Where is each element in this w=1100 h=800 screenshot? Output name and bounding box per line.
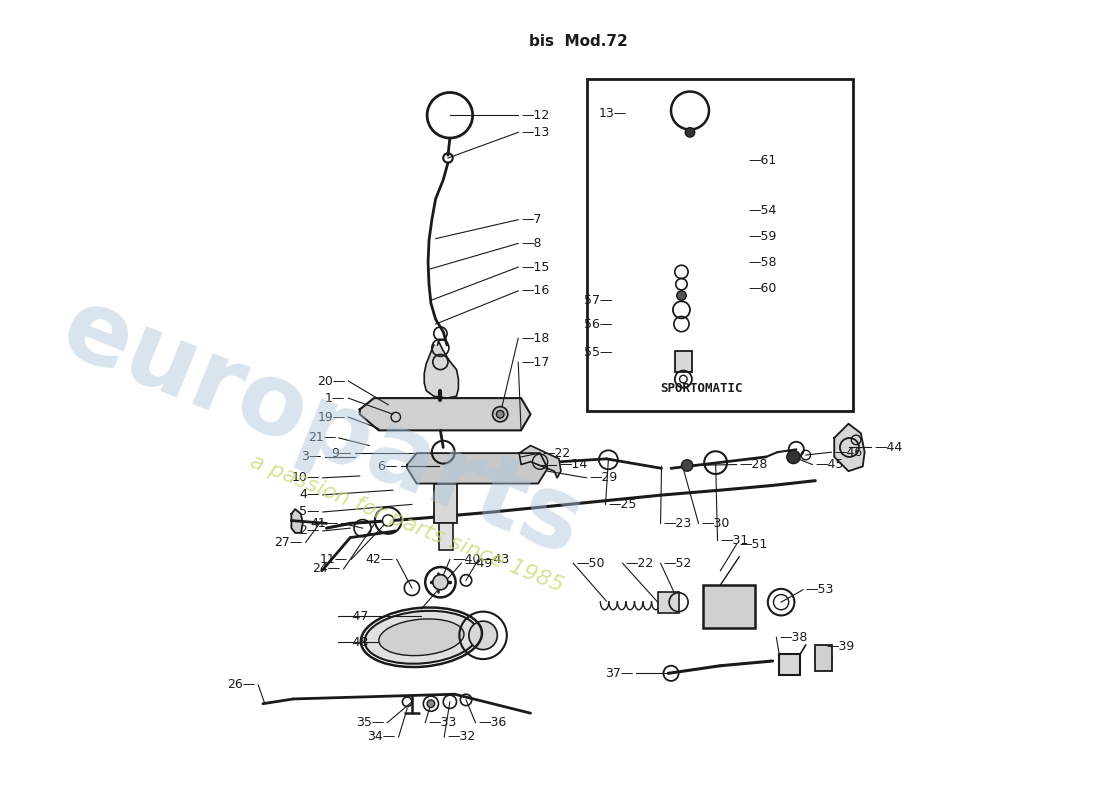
- Polygon shape: [407, 453, 548, 483]
- Text: —60: —60: [749, 282, 778, 294]
- Circle shape: [682, 460, 693, 471]
- Text: 10—: 10—: [292, 471, 320, 484]
- Text: —17: —17: [521, 355, 549, 369]
- Text: —32: —32: [447, 730, 475, 743]
- Text: —40: —40: [453, 553, 481, 566]
- Text: —45: —45: [815, 458, 844, 471]
- Text: —29: —29: [590, 471, 617, 484]
- Circle shape: [493, 406, 508, 422]
- Text: 26—: 26—: [227, 678, 255, 691]
- Text: 9—: 9—: [332, 446, 352, 460]
- Text: —25: —25: [608, 498, 637, 511]
- Text: 34—: 34—: [367, 730, 396, 743]
- Text: SPORTOMATIC: SPORTOMATIC: [660, 382, 743, 395]
- Text: —51: —51: [739, 538, 768, 550]
- Polygon shape: [834, 424, 865, 471]
- Text: —15: —15: [521, 261, 549, 274]
- Text: 56—: 56—: [584, 318, 613, 330]
- Text: 41—: 41—: [310, 517, 339, 530]
- Text: —8: —8: [521, 237, 541, 250]
- Circle shape: [432, 574, 448, 590]
- Text: 3—: 3—: [301, 450, 322, 463]
- Text: 35—: 35—: [356, 716, 384, 729]
- Text: —33: —33: [428, 716, 456, 729]
- Text: 1—: 1—: [326, 392, 345, 405]
- Text: —13: —13: [521, 126, 549, 139]
- Text: —22: —22: [626, 557, 653, 570]
- Text: 55—: 55—: [584, 346, 613, 359]
- Text: 37—: 37—: [605, 667, 634, 680]
- Text: —14: —14: [559, 458, 587, 471]
- Text: —61: —61: [749, 154, 777, 167]
- Text: —54: —54: [749, 204, 778, 217]
- Polygon shape: [360, 398, 530, 430]
- Text: 42—: 42—: [365, 553, 394, 566]
- Text: —12: —12: [521, 109, 549, 122]
- Circle shape: [496, 410, 504, 418]
- Text: —44: —44: [874, 441, 902, 454]
- Text: 19—: 19—: [317, 410, 345, 423]
- Text: —7: —7: [521, 213, 541, 226]
- Text: —31: —31: [720, 534, 749, 547]
- Text: 5—: 5—: [299, 506, 320, 518]
- Text: —47: —47: [341, 610, 370, 623]
- Text: 13—: 13—: [600, 107, 627, 120]
- Text: —36: —36: [478, 716, 507, 729]
- Text: —48: —48: [341, 635, 370, 649]
- Text: 21—: 21—: [308, 431, 336, 445]
- Text: 20—: 20—: [317, 374, 345, 387]
- Polygon shape: [292, 509, 302, 533]
- Circle shape: [427, 700, 434, 707]
- Text: —22: —22: [542, 446, 570, 460]
- Bar: [587, 79, 854, 411]
- Text: —39: —39: [827, 640, 855, 654]
- Text: —16: —16: [521, 284, 549, 298]
- Text: —52: —52: [663, 557, 692, 570]
- Bar: [815, 645, 833, 671]
- Text: 4—: 4—: [299, 489, 320, 502]
- Bar: [658, 592, 679, 613]
- Circle shape: [685, 128, 695, 137]
- Ellipse shape: [364, 611, 478, 664]
- Text: europarts: europarts: [47, 280, 596, 577]
- Circle shape: [469, 621, 497, 650]
- Text: 27—: 27—: [274, 536, 302, 549]
- Bar: [439, 523, 453, 550]
- Bar: [779, 654, 800, 675]
- Text: a passion for parts since 1985: a passion for parts since 1985: [248, 451, 566, 596]
- Text: —49: —49: [464, 557, 493, 570]
- Text: 57—: 57—: [584, 294, 613, 307]
- Text: —18: —18: [521, 332, 549, 345]
- Text: 24—: 24—: [312, 562, 341, 575]
- Text: bis  Mod.72: bis Mod.72: [529, 34, 627, 49]
- Polygon shape: [425, 341, 459, 398]
- Text: —28: —28: [739, 458, 768, 471]
- Circle shape: [786, 450, 800, 463]
- Bar: [433, 483, 456, 523]
- Text: 2—: 2—: [299, 525, 320, 538]
- Text: —46: —46: [834, 446, 862, 458]
- Text: —38: —38: [779, 630, 807, 644]
- Circle shape: [676, 291, 686, 300]
- Bar: [703, 585, 756, 628]
- Text: 11—: 11—: [320, 553, 349, 566]
- Text: —43: —43: [481, 553, 509, 566]
- Ellipse shape: [378, 619, 464, 656]
- Text: —59: —59: [749, 230, 778, 243]
- Text: —30: —30: [702, 517, 729, 530]
- Bar: [674, 350, 692, 371]
- Text: —58: —58: [749, 256, 778, 269]
- Text: —23: —23: [663, 517, 692, 530]
- Circle shape: [383, 515, 394, 526]
- Text: 6—: 6—: [377, 460, 398, 473]
- Polygon shape: [519, 446, 561, 478]
- Text: —53: —53: [806, 583, 834, 596]
- Text: —50: —50: [576, 557, 605, 570]
